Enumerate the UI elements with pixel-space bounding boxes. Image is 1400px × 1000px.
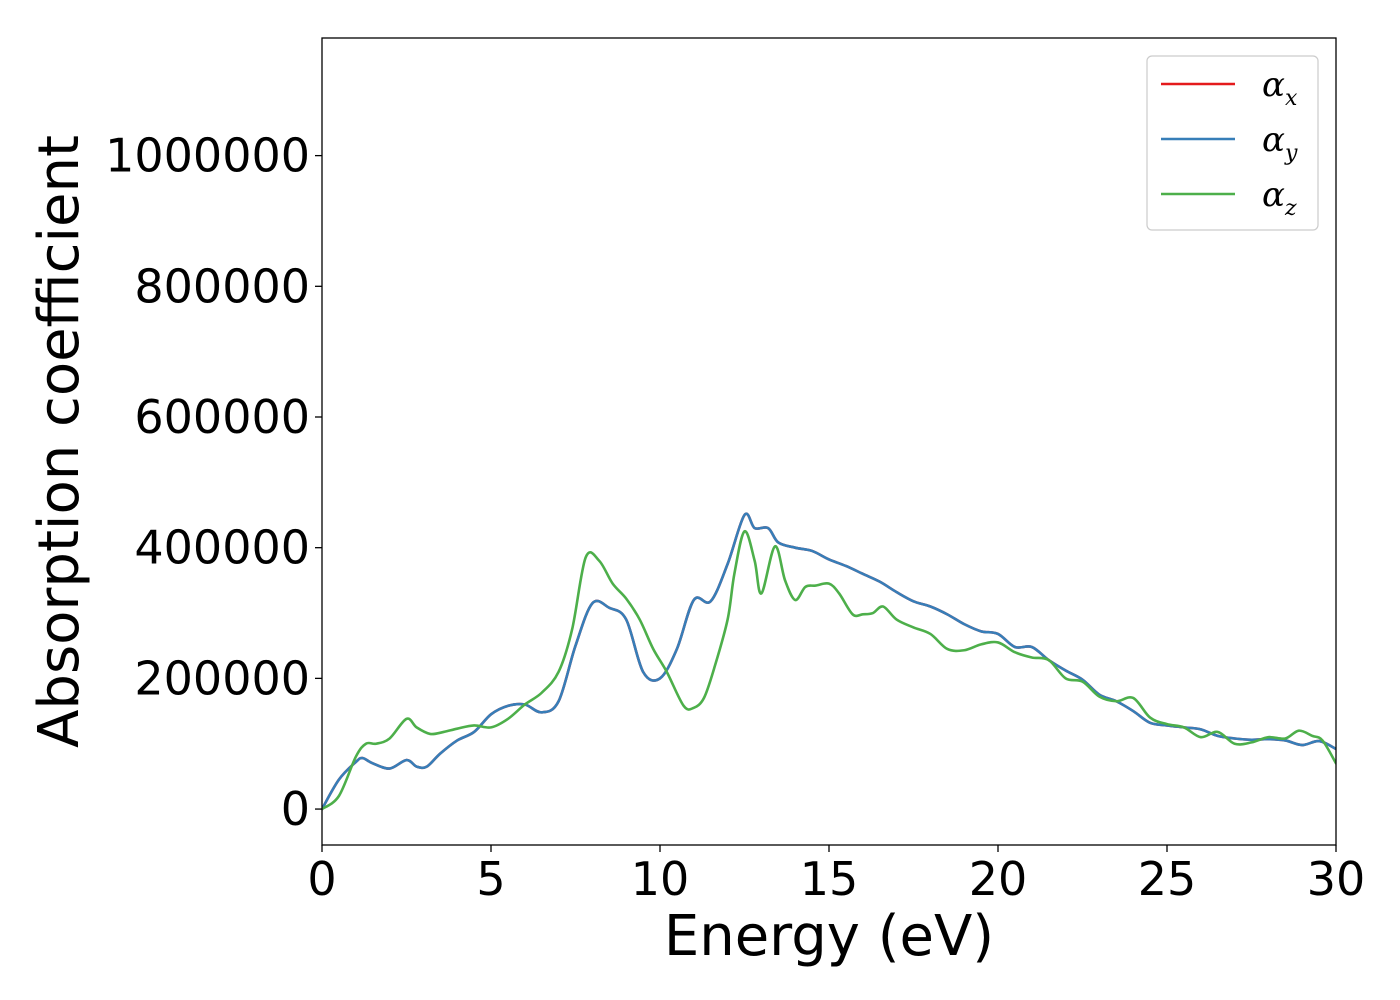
x-tick-label: 5 xyxy=(476,852,505,906)
x-tick-label: 15 xyxy=(800,852,859,906)
y-tick-label: 200000 xyxy=(134,651,310,705)
legend-label: αy xyxy=(1262,120,1298,166)
y-tick-label: 1000000 xyxy=(105,129,310,183)
legend-item-y: αy xyxy=(1161,120,1298,166)
x-tick-label: 10 xyxy=(631,852,690,906)
y-axis-title: Absorption coefficient xyxy=(27,135,92,748)
series-line-y xyxy=(322,512,1336,811)
legend-box xyxy=(1146,55,1319,231)
x-axis-title: Energy (eV) xyxy=(664,904,994,969)
legend-symbol: α xyxy=(1262,175,1285,215)
x-tick-label: 25 xyxy=(1138,852,1197,906)
legend-item-x: αx xyxy=(1161,65,1298,111)
legend-item-z: αz xyxy=(1161,175,1297,221)
legend-symbol: α xyxy=(1262,120,1285,160)
legend-label: αx xyxy=(1262,65,1298,111)
series-line-z xyxy=(322,530,1336,811)
y-tick-label: 600000 xyxy=(134,390,310,444)
y-tick-label: 800000 xyxy=(134,259,310,313)
y-tick-label: 400000 xyxy=(134,521,310,575)
x-tick-label: 30 xyxy=(1307,852,1366,906)
legend-subscript: z xyxy=(1284,196,1297,221)
y-axis-ticks: 0 200000 400000 600000 800000 1000000 xyxy=(105,129,322,836)
legend-subscript: x xyxy=(1285,86,1298,111)
x-tick-label: 20 xyxy=(969,852,1028,906)
series-layer xyxy=(322,512,1336,811)
x-tick-label: 0 xyxy=(307,852,336,906)
legend-label: αz xyxy=(1262,175,1297,221)
y-tick-label: 0 xyxy=(281,782,310,836)
x-axis-ticks: 0 5 10 15 20 25 30 xyxy=(307,845,1365,906)
legend-symbol: α xyxy=(1262,65,1285,105)
legend-subscript: y xyxy=(1284,141,1298,166)
